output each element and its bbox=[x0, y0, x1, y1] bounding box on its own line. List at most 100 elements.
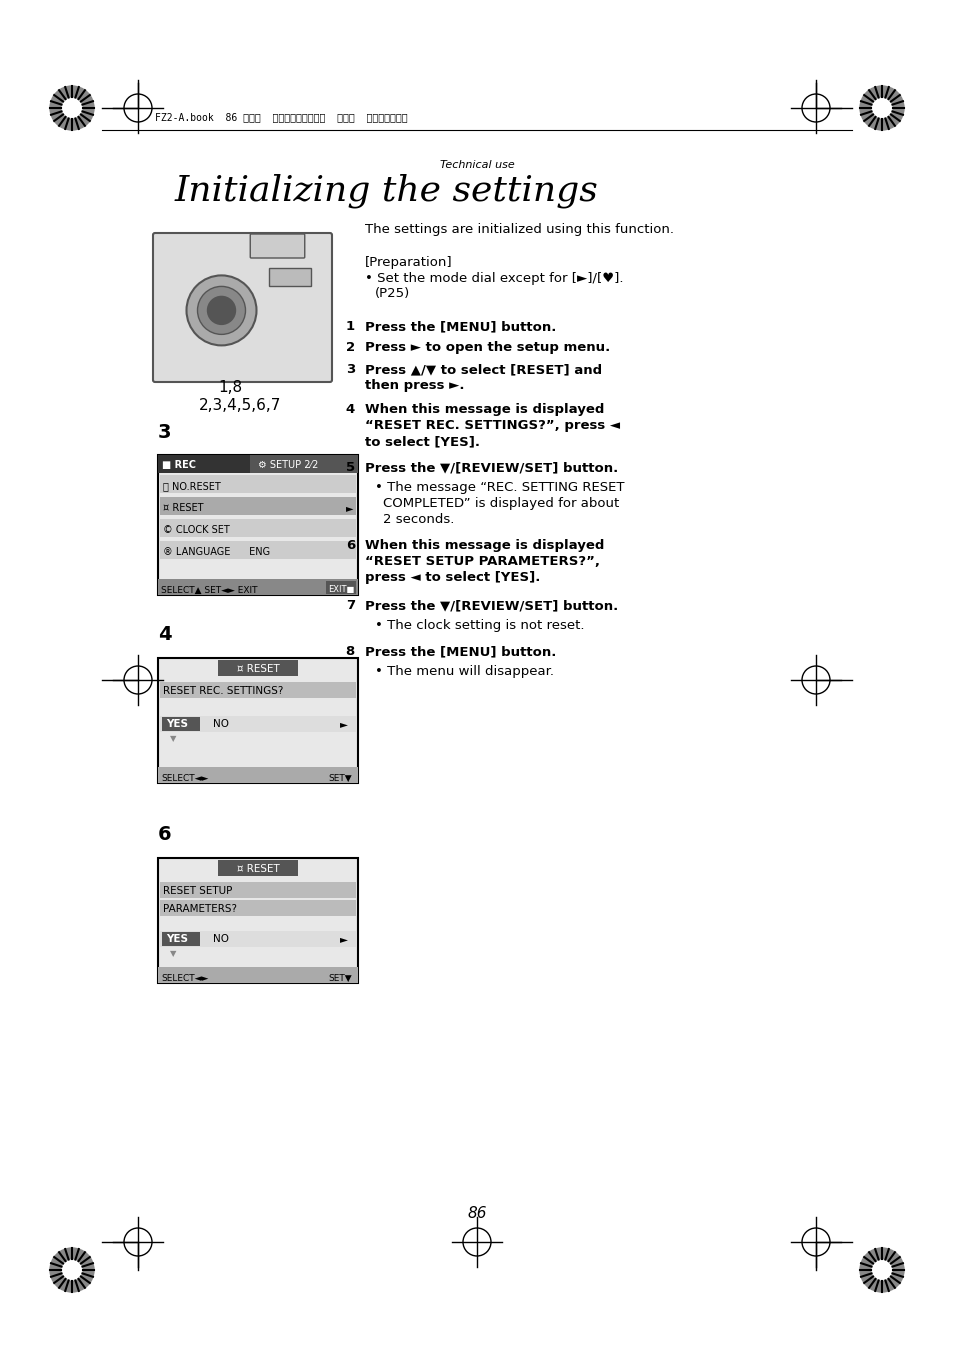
Text: When this message is displayed: When this message is displayed bbox=[365, 539, 604, 551]
Text: SELECT◄►: SELECT◄► bbox=[161, 774, 208, 783]
Text: ▼: ▼ bbox=[170, 735, 176, 743]
Text: Press the ▼/[REVIEW/SET] button.: Press the ▼/[REVIEW/SET] button. bbox=[365, 599, 618, 612]
Bar bbox=[160, 474, 355, 493]
Bar bbox=[269, 268, 311, 286]
Bar bbox=[160, 682, 355, 698]
Text: 7: 7 bbox=[346, 599, 355, 612]
Circle shape bbox=[62, 1260, 82, 1279]
Bar bbox=[158, 967, 357, 983]
Text: • The message “REC. SETTING RESET: • The message “REC. SETTING RESET bbox=[375, 481, 624, 493]
Text: 1: 1 bbox=[346, 319, 355, 333]
Circle shape bbox=[871, 98, 891, 117]
Text: 2: 2 bbox=[346, 341, 355, 355]
Text: COMPLETED” is displayed for about: COMPLETED” is displayed for about bbox=[382, 497, 618, 510]
Text: NO: NO bbox=[213, 934, 229, 944]
Bar bbox=[218, 661, 297, 675]
Circle shape bbox=[62, 98, 82, 117]
Text: RESET SETUP: RESET SETUP bbox=[163, 886, 233, 896]
Text: “RESET REC. SETTINGS?”, press ◄: “RESET REC. SETTINGS?”, press ◄ bbox=[365, 419, 619, 431]
Text: 📷 NO.RESET: 📷 NO.RESET bbox=[163, 481, 220, 491]
Bar bbox=[158, 456, 250, 473]
Text: 6: 6 bbox=[158, 825, 172, 844]
Circle shape bbox=[208, 297, 235, 325]
Text: Initializing the settings: Initializing the settings bbox=[174, 173, 598, 208]
Text: ►: ► bbox=[339, 718, 348, 729]
Text: ■ REC: ■ REC bbox=[162, 460, 195, 470]
Bar bbox=[162, 931, 200, 946]
Text: 5: 5 bbox=[346, 461, 355, 474]
Text: SET▼: SET▼ bbox=[328, 975, 352, 983]
Text: 3: 3 bbox=[345, 363, 355, 376]
Text: The settings are initialized using this function.: The settings are initialized using this … bbox=[365, 222, 673, 236]
Text: 4: 4 bbox=[345, 403, 355, 417]
Text: 2,3,4,5,6,7: 2,3,4,5,6,7 bbox=[198, 398, 281, 412]
Circle shape bbox=[50, 1248, 94, 1291]
Text: SELECT◄►: SELECT◄► bbox=[161, 975, 208, 983]
Circle shape bbox=[186, 275, 256, 345]
FancyBboxPatch shape bbox=[152, 233, 332, 381]
Bar bbox=[160, 497, 355, 515]
Text: to select [YES].: to select [YES]. bbox=[365, 435, 479, 448]
Text: ►: ► bbox=[339, 934, 348, 944]
Text: ¤ RESET: ¤ RESET bbox=[236, 864, 279, 874]
Text: SET▼: SET▼ bbox=[328, 774, 352, 783]
Text: Press the ▼/[REVIEW/SET] button.: Press the ▼/[REVIEW/SET] button. bbox=[365, 461, 618, 474]
Text: 4: 4 bbox=[158, 625, 172, 644]
Text: press ◄ to select [YES].: press ◄ to select [YES]. bbox=[365, 572, 539, 584]
Bar bbox=[158, 456, 357, 473]
Text: Press the [MENU] button.: Press the [MENU] button. bbox=[365, 644, 556, 658]
Circle shape bbox=[50, 86, 94, 129]
Bar bbox=[160, 541, 355, 559]
Bar bbox=[158, 857, 357, 983]
Text: FZ2-A.book  86 ページ  ２００３年８月６日  水曜日  午前１０時０分: FZ2-A.book 86 ページ ２００３年８月６日 水曜日 午前１０時０分 bbox=[154, 112, 407, 123]
Bar bbox=[218, 860, 297, 876]
Text: 86: 86 bbox=[467, 1206, 486, 1221]
Text: • The clock setting is not reset.: • The clock setting is not reset. bbox=[375, 619, 584, 632]
Bar bbox=[160, 931, 355, 948]
Text: YES: YES bbox=[166, 934, 188, 944]
Text: 3: 3 bbox=[158, 423, 172, 442]
Text: (P25): (P25) bbox=[375, 287, 410, 301]
Bar bbox=[158, 767, 357, 783]
Bar bbox=[162, 717, 200, 731]
Text: 2 seconds.: 2 seconds. bbox=[382, 514, 454, 526]
Text: © CLOCK SET: © CLOCK SET bbox=[163, 524, 230, 535]
Text: [Preparation]: [Preparation] bbox=[365, 256, 452, 270]
Text: 6: 6 bbox=[345, 539, 355, 551]
Bar bbox=[326, 581, 355, 594]
Text: YES: YES bbox=[166, 718, 188, 729]
Text: RESET REC. SETTINGS?: RESET REC. SETTINGS? bbox=[163, 686, 283, 696]
Bar bbox=[158, 580, 357, 594]
Text: then press ►.: then press ►. bbox=[365, 379, 464, 392]
Text: ¤ RESET: ¤ RESET bbox=[163, 503, 203, 514]
Text: 1,8: 1,8 bbox=[217, 380, 242, 395]
Text: When this message is displayed: When this message is displayed bbox=[365, 403, 604, 417]
Text: • Set the mode dial except for [►]/[♥].: • Set the mode dial except for [►]/[♥]. bbox=[365, 272, 623, 284]
Bar bbox=[160, 900, 355, 917]
Text: SELECT▲ SET◄► EXIT: SELECT▲ SET◄► EXIT bbox=[161, 586, 257, 594]
Circle shape bbox=[197, 286, 245, 334]
Circle shape bbox=[871, 1260, 891, 1279]
Text: NO: NO bbox=[213, 718, 229, 729]
Text: ▼: ▼ bbox=[170, 949, 176, 958]
Text: Press the [MENU] button.: Press the [MENU] button. bbox=[365, 319, 556, 333]
Bar bbox=[160, 716, 355, 732]
Bar bbox=[158, 456, 357, 594]
Text: 8: 8 bbox=[345, 644, 355, 658]
Text: Press ► to open the setup menu.: Press ► to open the setup menu. bbox=[365, 341, 610, 355]
Bar bbox=[160, 882, 355, 898]
Circle shape bbox=[859, 86, 903, 129]
Bar bbox=[160, 519, 355, 537]
Circle shape bbox=[859, 1248, 903, 1291]
Text: “RESET SETUP PARAMETERS?”,: “RESET SETUP PARAMETERS?”, bbox=[365, 555, 599, 568]
Text: PARAMETERS?: PARAMETERS? bbox=[163, 905, 236, 914]
Text: ►: ► bbox=[346, 503, 354, 514]
Text: EXIT■: EXIT■ bbox=[328, 585, 354, 594]
Text: ¤ RESET: ¤ RESET bbox=[236, 665, 279, 674]
Text: Technical use: Technical use bbox=[439, 160, 514, 170]
Bar bbox=[158, 658, 357, 783]
FancyBboxPatch shape bbox=[250, 235, 304, 257]
Text: ® LANGUAGE      ENG: ® LANGUAGE ENG bbox=[163, 547, 270, 557]
Text: • The menu will disappear.: • The menu will disappear. bbox=[375, 665, 554, 678]
Text: ⚙ SETUP 2⁄2: ⚙ SETUP 2⁄2 bbox=[257, 460, 318, 470]
